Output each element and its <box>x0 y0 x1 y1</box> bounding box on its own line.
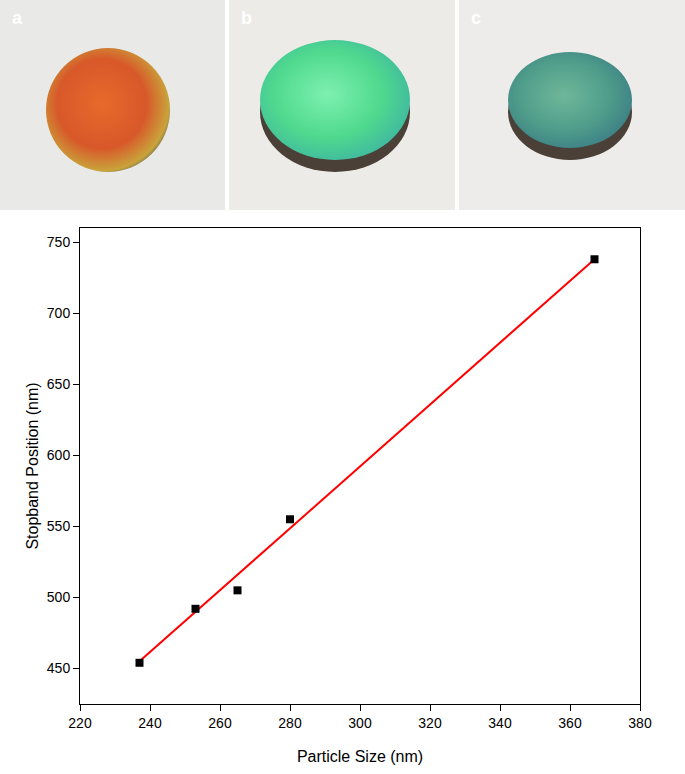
svg-text:650: 650 <box>47 376 71 392</box>
svg-text:360: 360 <box>558 715 582 731</box>
svg-text:Stopband Position (nm): Stopband Position (nm) <box>24 382 41 549</box>
svg-text:220: 220 <box>68 715 92 731</box>
svg-text:280: 280 <box>278 715 302 731</box>
svg-text:450: 450 <box>47 660 71 676</box>
svg-text:240: 240 <box>138 715 162 731</box>
svg-text:550: 550 <box>47 518 71 534</box>
svg-text:a: a <box>12 8 23 28</box>
svg-text:260: 260 <box>208 715 232 731</box>
svg-text:500: 500 <box>47 589 71 605</box>
svg-text:c: c <box>471 8 481 28</box>
svg-text:600: 600 <box>47 447 71 463</box>
svg-text:320: 320 <box>418 715 442 731</box>
svg-text:Particle Size (nm): Particle Size (nm) <box>297 748 423 765</box>
svg-text:750: 750 <box>47 234 71 250</box>
svg-text:b: b <box>241 8 252 28</box>
svg-text:380: 380 <box>628 715 652 731</box>
svg-text:300: 300 <box>348 715 372 731</box>
svg-text:340: 340 <box>488 715 512 731</box>
svg-text:700: 700 <box>47 305 71 321</box>
